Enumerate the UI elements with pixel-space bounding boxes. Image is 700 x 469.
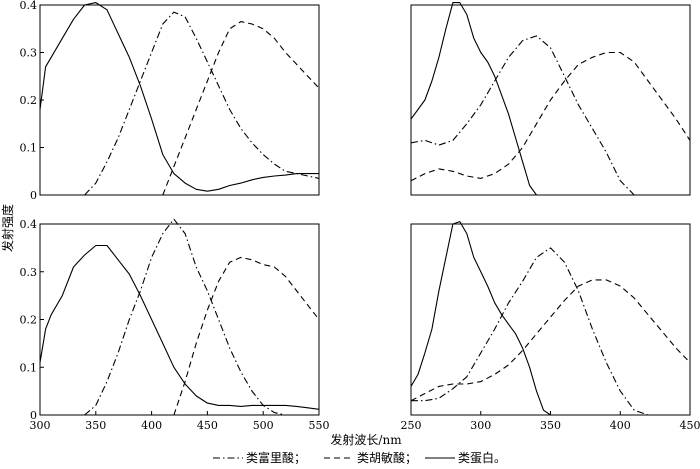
series-humic-line	[162, 21, 320, 196]
series-fulvic-line	[411, 247, 690, 416]
series-humic-line	[173, 256, 320, 416]
y-tick-label: 0.2	[20, 314, 38, 327]
series-fulvic-line	[84, 11, 320, 196]
y-tick-label: 0.1	[20, 361, 38, 374]
x-tick-label: 400	[610, 419, 631, 432]
y-tick-label: 0.3	[20, 47, 38, 60]
legend-label-humic: 类胡敏酸；	[357, 450, 417, 465]
series-protein-line	[39, 2, 319, 192]
y-tick-label: 0.1	[20, 142, 38, 155]
x-tick-label: 550	[309, 419, 330, 432]
x-tick-label: 350	[540, 419, 561, 432]
y-tick-label: 0.4	[20, 0, 38, 12]
series-protein-line	[410, 2, 690, 196]
x-tick-label: 350	[85, 419, 106, 432]
x-axis-title: 发射波长/nm	[330, 432, 402, 447]
legend: 类富里酸； 类胡敏酸； 类蛋白。	[213, 450, 506, 465]
x-tick-label: 450	[680, 419, 700, 432]
panels-group: 0 0.1 0.2 0.3 0.4 0 0.1 0.2 0.3 0.4 300 350 400 450 50…	[20, 0, 700, 432]
x-tick-label: 400	[141, 419, 162, 432]
x-tick-label: 450	[197, 419, 218, 432]
legend-label-fulvic: 类富里酸；	[246, 450, 306, 465]
series-fulvic-line	[84, 218, 286, 416]
y-tick-label: 0.4	[20, 218, 38, 231]
x-tick-label: 500	[253, 419, 274, 432]
panel-bottom-right: 250 300 350 400 450	[401, 221, 700, 432]
panel-top-left: 0 0.1 0.2 0.3 0.4	[20, 0, 320, 202]
series-humic-line	[410, 51, 691, 182]
x-tick-label: 300	[470, 419, 491, 432]
panel-top-right	[410, 2, 691, 196]
y-tick-label: 0.2	[20, 94, 38, 107]
y-tick-label: 0	[30, 189, 37, 202]
series-fulvic-line	[410, 35, 690, 196]
panel-bottom-left: 0 0.1 0.2 0.3 0.4 300 350 400 450 500 550	[20, 218, 330, 432]
y-axis-title: 发射强度	[0, 204, 15, 252]
legend-label-protein: 类蛋白。	[458, 450, 506, 465]
series-protein-line	[39, 244, 320, 410]
series-humic-line	[410, 279, 691, 402]
y-tick-label: 0	[30, 409, 37, 422]
x-tick-label: 300	[30, 419, 51, 432]
y-tick-label: 0.3	[20, 266, 38, 279]
x-tick-label: 250	[401, 419, 422, 432]
